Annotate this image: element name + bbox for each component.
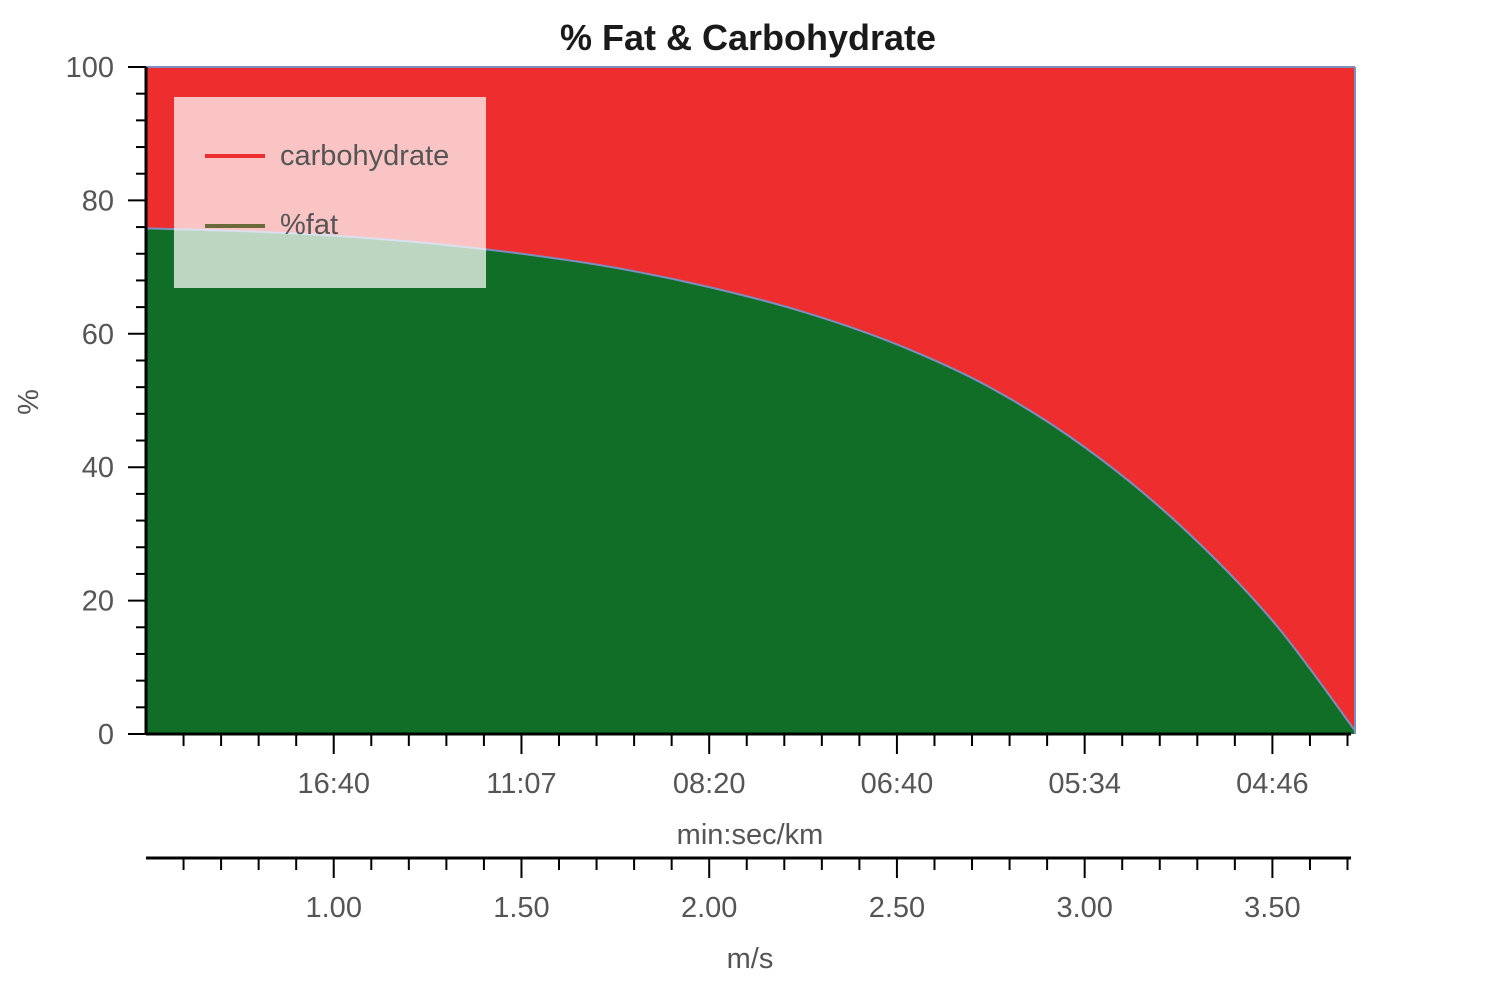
y-tick-label: 80	[82, 185, 114, 217]
x-pace-tick-label: 08:20	[673, 768, 746, 800]
y-tick-label: 60	[82, 319, 114, 351]
y-axis-label: %	[13, 389, 45, 415]
x-axis-top-label: min:sec/km	[677, 819, 824, 851]
y-axis: 0 20 40 60 80 100	[66, 52, 148, 751]
fat-area	[146, 228, 1355, 734]
x-speed-tick-label: 3.50	[1244, 892, 1300, 924]
x-axis-bottom-label: m/s	[727, 943, 774, 975]
x-speed-tick-label: 3.00	[1056, 892, 1112, 924]
x-pace-tick-label: 11:07	[486, 768, 556, 800]
legend-label-fat: %fat	[280, 209, 338, 241]
x-speed-tick-label: 2.00	[681, 892, 737, 924]
legend-box	[174, 97, 486, 288]
x-pace-tick-label: 06:40	[861, 768, 934, 800]
y-tick-label: 100	[66, 52, 114, 84]
y-tick-label: 40	[82, 452, 114, 484]
chart-title: % Fat & Carbohydrate	[560, 17, 936, 58]
x-speed-tick-label: 2.50	[869, 892, 925, 924]
x-speed-tick-label: 1.00	[306, 892, 362, 924]
legend: carbohydrate %fat	[174, 97, 486, 288]
x-pace-tick-label: 16:40	[297, 768, 370, 800]
x-pace-tick-label: 04:46	[1236, 768, 1309, 800]
x-axis-pace: 16:40 11:07 08:20 06:40 05:34 04:46	[146, 732, 1351, 800]
y-tick-label: 0	[98, 719, 114, 751]
x-axis-speed: 1.00 1.50 2.00 2.50 3.00 3.50	[146, 856, 1351, 924]
x-pace-tick-label: 05:34	[1048, 768, 1121, 800]
plot-area	[145, 66, 1356, 734]
y-tick-label: 20	[82, 586, 114, 618]
legend-label-carbohydrate: carbohydrate	[280, 140, 449, 172]
x-speed-tick-label: 1.50	[493, 892, 549, 924]
